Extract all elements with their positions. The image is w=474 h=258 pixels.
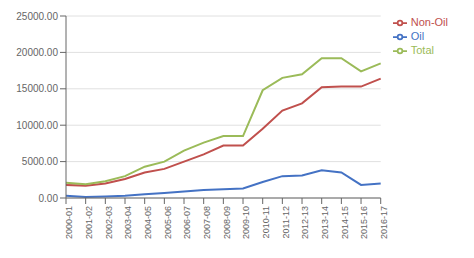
svg-text:0.00: 0.00 — [39, 193, 59, 204]
svg-text:2012-13: 2012-13 — [300, 206, 310, 239]
svg-text:2003-04: 2003-04 — [123, 206, 133, 239]
svg-text:2011-12: 2011-12 — [281, 206, 291, 238]
svg-text:2007-08: 2007-08 — [202, 206, 212, 239]
svg-text:2006-07: 2006-07 — [182, 206, 192, 239]
html-text:Non-Oil: Non-Oil — [410, 16, 448, 28]
svg-text:2005-06: 2005-06 — [163, 206, 173, 239]
svg-text:2009-10: 2009-10 — [241, 206, 251, 239]
svg-text:2013-14: 2013-14 — [320, 206, 330, 239]
svg-text:25000.00: 25000.00 — [16, 11, 58, 22]
svg-text:2014-15: 2014-15 — [340, 206, 350, 239]
svg-text:2004-05: 2004-05 — [143, 206, 153, 239]
html-text:Oil: Oil — [410, 30, 425, 43]
svg-text:2001-02: 2001-02 — [84, 206, 94, 239]
svg-text:2010-11: 2010-11 — [261, 206, 271, 238]
svg-text:2015-16: 2015-16 — [359, 206, 369, 239]
svg-text:15000.00: 15000.00 — [16, 83, 58, 94]
svg-text:2008-09: 2008-09 — [222, 206, 232, 239]
svg-text:2000-01: 2000-01 — [64, 206, 74, 239]
svg-text:5000.00: 5000.00 — [22, 156, 59, 167]
svg-text:2016-17: 2016-17 — [379, 206, 389, 239]
svg-text:2002-03: 2002-03 — [104, 206, 114, 239]
svg-text:20000.00: 20000.00 — [16, 47, 58, 58]
svg-text:10000.00: 10000.00 — [16, 120, 58, 131]
html-text:Total: Total — [410, 44, 434, 57]
